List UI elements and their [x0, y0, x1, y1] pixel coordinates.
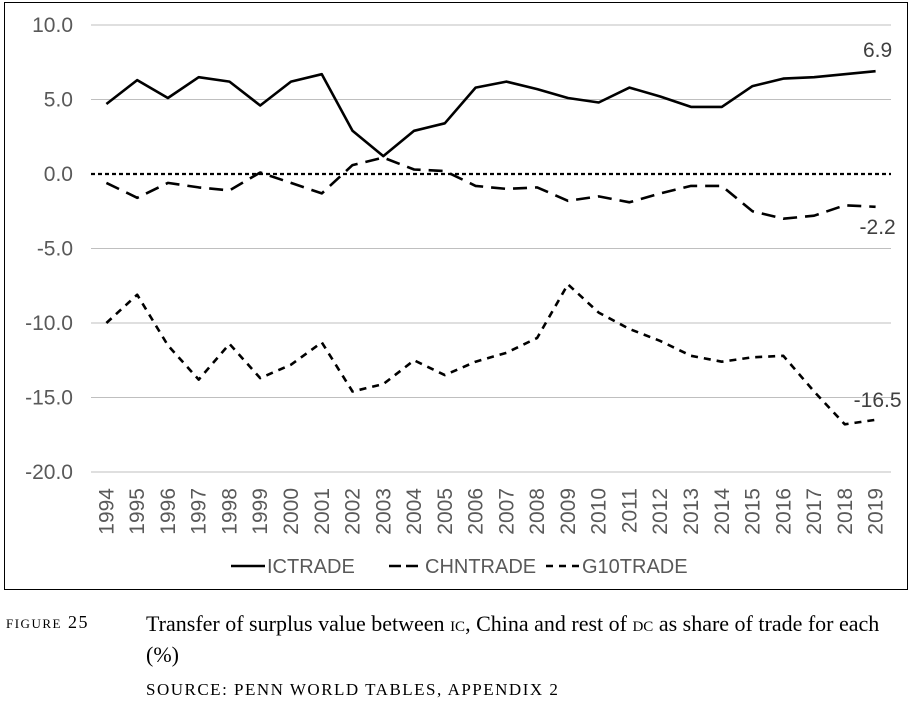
caption-part-2: , China and rest of [465, 611, 633, 636]
caption-abbrev-dc: dc [632, 611, 654, 636]
data-label-ictrade: 6.9 [863, 39, 892, 62]
x-tick-label: 2012 [649, 488, 672, 535]
x-tick-label: 2007 [495, 488, 518, 535]
line-chart: 10.0 5.0 0.0 -5.0 -10.0 -15.0 -20.0 1994 1995 199… [25, 14, 902, 578]
figure-label: Figure 25 [6, 612, 89, 632]
x-tick-label: 2005 [434, 488, 457, 535]
x-tick-label: 1999 [249, 488, 272, 535]
x-tick-label: 2008 [526, 488, 549, 535]
x-tick-label: 1995 [126, 488, 149, 535]
x-tick-label: 1998 [218, 488, 241, 535]
legend-label-ictrade: ICTRADE [267, 556, 355, 578]
y-tick-label: 0.0 [44, 163, 73, 186]
x-tick-label: 2016 [772, 488, 795, 535]
x-tick-label: 2003 [372, 488, 395, 535]
caption-part-3: as share of trade for each (%) [146, 611, 880, 667]
x-tick-label: 2011 [618, 488, 641, 533]
x-tick-label: 2014 [711, 488, 734, 535]
x-tick-label: 2001 [311, 488, 334, 535]
x-tick-label: 2000 [280, 488, 303, 535]
caption-part-1: Transfer of surplus value between [146, 611, 451, 636]
y-tick-label: -10.0 [25, 312, 73, 335]
series-line-ictrade [105, 69, 876, 158]
y-tick-label: -20.0 [25, 461, 73, 484]
x-tick-label: 2002 [342, 488, 365, 535]
x-tick-label: 2006 [465, 488, 488, 535]
y-tick-label: 5.0 [44, 89, 73, 112]
chart-frame: 10.0 5.0 0.0 -5.0 -10.0 -15.0 -20.0 1994 1995 199… [4, 2, 908, 590]
x-tick-label: 1997 [188, 488, 211, 535]
figure-caption-text: Transfer of surplus value between ic, Ch… [146, 608, 886, 670]
x-tick-label: 2018 [834, 488, 857, 535]
x-tick-label: 2015 [742, 488, 765, 535]
x-tick-label: 2019 [865, 488, 888, 535]
y-tick-label: -5.0 [37, 238, 73, 261]
y-tick-label: 10.0 [32, 14, 73, 37]
x-tick-label: 2013 [680, 488, 703, 535]
data-label-g10trade: -16.5 [854, 389, 902, 412]
x-tick-label: 1994 [95, 488, 118, 535]
figure-source: SOURCE: PENN WORLD TABLES, APPENDIX 2 [146, 680, 560, 699]
x-tick-label: 2010 [588, 488, 611, 535]
x-tick-label: 2004 [403, 488, 426, 535]
legend-label-g10trade: G10TRADE [582, 556, 688, 578]
series-line-g10trade [105, 282, 876, 426]
x-tick-label: 2009 [557, 488, 580, 535]
x-tick-label: 1996 [157, 488, 180, 535]
data-label-chntrade: -2.2 [860, 216, 896, 239]
series-line-chntrade [105, 156, 876, 220]
caption-abbrev-ic: ic [450, 611, 466, 636]
legend-label-chntrade: CHNTRADE [425, 556, 536, 578]
x-tick-label: 2017 [803, 488, 826, 535]
y-tick-label: -15.0 [25, 387, 73, 410]
